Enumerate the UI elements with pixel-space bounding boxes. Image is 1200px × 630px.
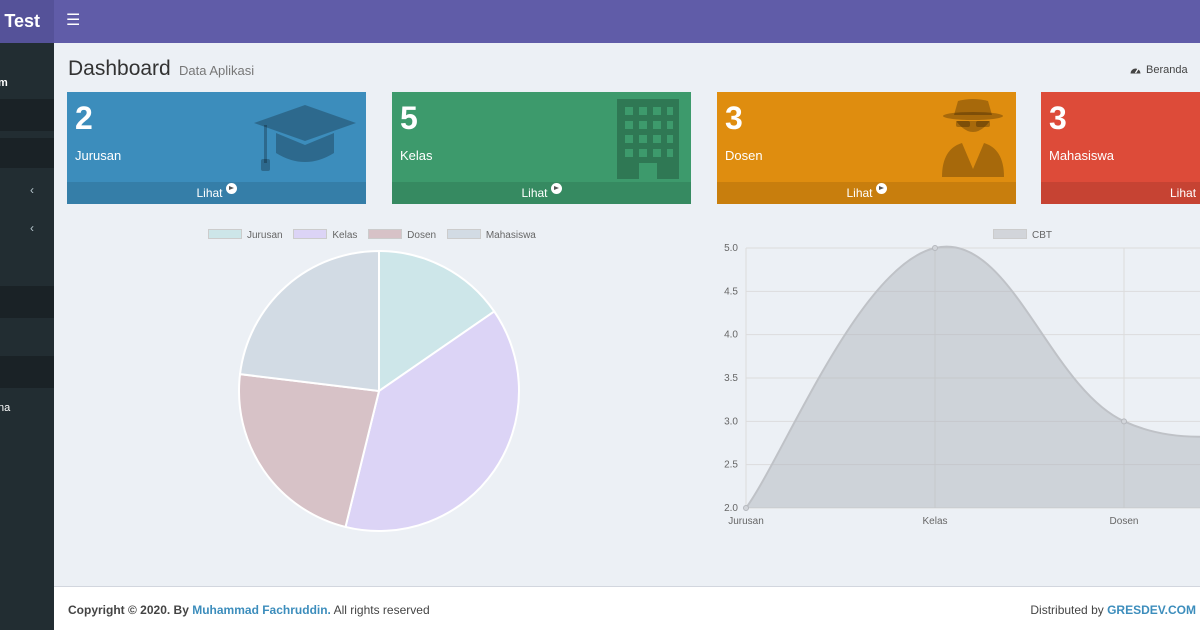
sidebar-item-0[interactable]: m bbox=[0, 65, 54, 97]
pie-chart bbox=[238, 249, 520, 532]
legend-label: Jurusan bbox=[247, 230, 283, 241]
stat-label: Dosen bbox=[725, 148, 763, 163]
page-title: Dashboard bbox=[68, 57, 171, 80]
data-point-kelas[interactable] bbox=[932, 245, 938, 251]
stat-count: 3 bbox=[1049, 100, 1067, 136]
pie-legend: Jurusan Kelas Dosen Mahasiswa bbox=[208, 229, 544, 241]
dashboard-icon bbox=[1130, 68, 1141, 74]
chevron-left-icon: ‹ bbox=[30, 183, 34, 197]
sidebar-item-label: na bbox=[0, 402, 11, 414]
y-tick-label: 4.0 bbox=[724, 330, 738, 341]
stat-label: Kelas bbox=[400, 148, 433, 163]
footer: Copyright © 2020. By Muhammad Fachruddin… bbox=[54, 586, 1200, 630]
y-tick-label: 2.0 bbox=[724, 503, 738, 514]
chevron-left-icon: ‹ bbox=[30, 221, 34, 235]
legend-item[interactable]: Jurusan bbox=[208, 229, 283, 241]
graduation-cap-icon bbox=[254, 105, 356, 171]
stat-label: Jurusan bbox=[75, 148, 122, 163]
legend-label: Kelas bbox=[332, 230, 358, 241]
footer-copyright: Copyright © 2020. By Muhammad Fachruddin… bbox=[68, 603, 430, 617]
footer-distributed: Distributed by GRESDEV.COM bbox=[1030, 603, 1196, 617]
legend-item[interactable]: Mahasiswa bbox=[446, 229, 536, 241]
stat-more-link[interactable]: Lihat> bbox=[392, 182, 691, 204]
stat-more-link[interactable]: Lihat bbox=[1041, 182, 1200, 204]
stat-box-kelas: 5 Kelas Lihat> bbox=[392, 92, 691, 204]
stat-label: Mahasiswa bbox=[1049, 148, 1115, 163]
y-tick-label: 3.0 bbox=[724, 416, 738, 427]
arrow-circle-right-icon: > bbox=[225, 183, 237, 194]
y-tick-label: 5.0 bbox=[724, 243, 738, 254]
copyright-text: Copyright © 2020. By bbox=[68, 603, 193, 617]
stat-count: 3 bbox=[725, 100, 743, 136]
breadcrumb-home[interactable]: Beranda bbox=[1146, 64, 1188, 76]
legend-swatch bbox=[993, 229, 1027, 239]
stat-more-label: Lihat bbox=[196, 186, 223, 200]
sidebar-item-7[interactable]: na bbox=[0, 395, 54, 423]
stat-box-mahasiswa: 3 Mahasiswa Lihat bbox=[1041, 92, 1200, 204]
stat-more-label: Lihat bbox=[521, 186, 548, 200]
breadcrumb[interactable]: Beranda bbox=[1130, 64, 1188, 76]
user-secret-icon bbox=[942, 99, 1004, 177]
sidebar-item-5[interactable] bbox=[0, 286, 54, 318]
stat-box-jurusan: 2 Jurusan Lihat> bbox=[67, 92, 366, 204]
legend-swatch bbox=[293, 229, 328, 239]
legend-swatch bbox=[208, 229, 242, 239]
x-tick-label: Kelas bbox=[922, 516, 947, 527]
app-logo[interactable]: Test bbox=[0, 0, 54, 43]
pie-slice-jurusan[interactable] bbox=[378, 249, 496, 393]
legend-label: CBT bbox=[1032, 230, 1052, 241]
pie-slice-dosen[interactable] bbox=[238, 373, 381, 529]
building-icon bbox=[617, 99, 679, 179]
data-point-jurusan[interactable] bbox=[743, 505, 749, 511]
distributor-link[interactable]: GRESDEV.COM bbox=[1107, 603, 1196, 617]
area-chart: 2.0 2.5 3.0 3.5 4.0 4.5 5.0 Jurusan Kelas Dosen bbox=[724, 243, 1200, 527]
legend-item[interactable]: Dosen bbox=[368, 229, 437, 241]
stat-more-link[interactable]: Lihat> bbox=[67, 182, 366, 204]
pie-slice-mahasiswa[interactable] bbox=[238, 249, 380, 393]
x-tick-label: Dosen bbox=[1110, 516, 1139, 527]
legend-swatch bbox=[368, 229, 403, 239]
series-line-cbt bbox=[745, 245, 1200, 509]
area-fill-cbt bbox=[746, 246, 1200, 508]
sidebar-toggle-icon[interactable]: ☰ bbox=[66, 12, 81, 29]
legend-label: Mahasiswa bbox=[485, 230, 536, 241]
stat-more-label: Lihat bbox=[1170, 186, 1197, 200]
sidebar-item-3[interactable]: ‹ bbox=[0, 175, 54, 205]
legend-item[interactable]: Kelas bbox=[293, 229, 358, 241]
top-navbar: Test ☰ bbox=[0, 0, 1200, 43]
y-tick-label: 3.5 bbox=[724, 373, 738, 384]
pie-slice-kelas[interactable] bbox=[344, 310, 520, 532]
sidebar-item-6[interactable] bbox=[0, 356, 54, 388]
stat-more-label: Lihat bbox=[846, 186, 873, 200]
legend-swatch bbox=[446, 229, 481, 239]
stat-more-link[interactable]: Lihat> bbox=[717, 182, 1016, 204]
stat-count: 5 bbox=[400, 100, 418, 136]
stat-box-dosen: 3 Dosen Lihat> bbox=[717, 92, 1016, 204]
sidebar-item-label: m bbox=[0, 77, 8, 89]
area-legend: CBT bbox=[993, 229, 1060, 241]
page-subtitle: Data Aplikasi bbox=[179, 63, 255, 78]
y-tick-label: 2.5 bbox=[724, 460, 738, 471]
sidebar-item-4[interactable]: ‹ bbox=[0, 215, 54, 245]
arrow-circle-right-icon: > bbox=[875, 183, 887, 194]
data-point-dosen[interactable] bbox=[1121, 418, 1127, 425]
author-link[interactable]: Muhammad Fachruddin. bbox=[192, 603, 331, 617]
arrow-circle-right-icon: > bbox=[550, 183, 562, 194]
sidebar-item-1[interactable] bbox=[0, 99, 54, 131]
y-tick-label: 4.5 bbox=[724, 286, 738, 297]
sidebar-item-2[interactable] bbox=[0, 138, 54, 168]
x-tick-label: Jurusan bbox=[728, 516, 764, 527]
stat-count: 2 bbox=[75, 100, 93, 136]
rights-text: All rights reserved bbox=[330, 603, 430, 617]
sidebar: m ‹ ‹ na bbox=[0, 43, 54, 630]
legend-item[interactable]: CBT bbox=[993, 229, 1052, 241]
distributed-text: Distributed by bbox=[1030, 603, 1108, 617]
legend-label: Dosen bbox=[407, 230, 437, 241]
